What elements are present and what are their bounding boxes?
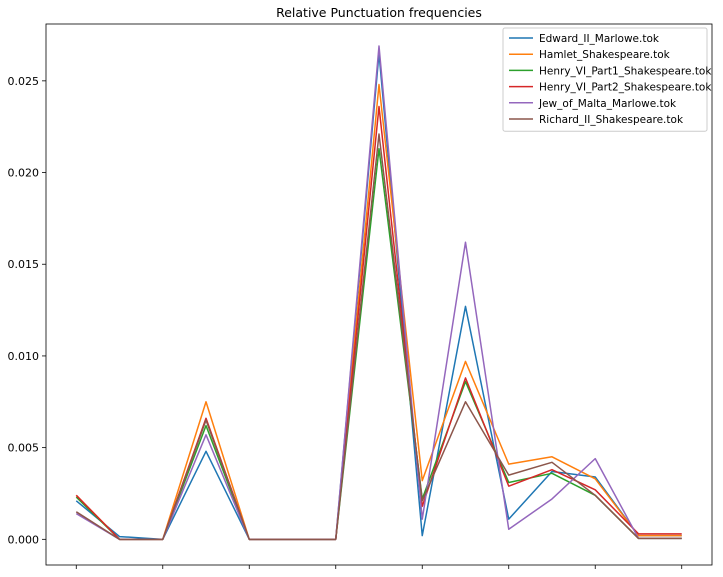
legend: Edward_II_Marlowe.tok Hamlet_Shakespeare.… — [502, 27, 712, 132]
y-axis: 0.000 0.005 0.010 0.015 0.020 0.025 — [8, 75, 46, 546]
axes-frame — [45, 23, 713, 566]
legend-label: Richard_II_Shakespeare.tok — [539, 114, 684, 126]
y-tick-label: 0.025 — [8, 75, 40, 88]
series-line-6 — [75, 133, 682, 541]
legend-label: Henry_VI_Part2_Shakespeare.tok — [539, 82, 712, 94]
series-line-4 — [75, 105, 682, 541]
legend-box — [502, 27, 708, 132]
y-tick-label: 0.005 — [8, 442, 40, 455]
legend-label: Jew_of_Malta_Marlowe.tok — [538, 98, 677, 110]
chart-title: Relative Punctuation frequencies — [276, 5, 482, 20]
series-line-5 — [75, 45, 682, 541]
y-tick-label: 0.010 — [8, 350, 40, 363]
legend-label: Henry_VI_Part1_Shakespeare.tok — [539, 65, 712, 77]
legend-label: Edward_II_Marlowe.tok — [539, 33, 660, 45]
x-axis — [75, 565, 683, 569]
y-tick-label: 0.000 — [8, 533, 40, 546]
y-tick-label: 0.020 — [8, 167, 40, 180]
y-tick-label: 0.015 — [8, 258, 40, 271]
plot-lines — [75, 45, 682, 541]
legend-label: Hamlet_Shakespeare.tok — [539, 49, 671, 61]
series-line-3 — [75, 147, 682, 541]
